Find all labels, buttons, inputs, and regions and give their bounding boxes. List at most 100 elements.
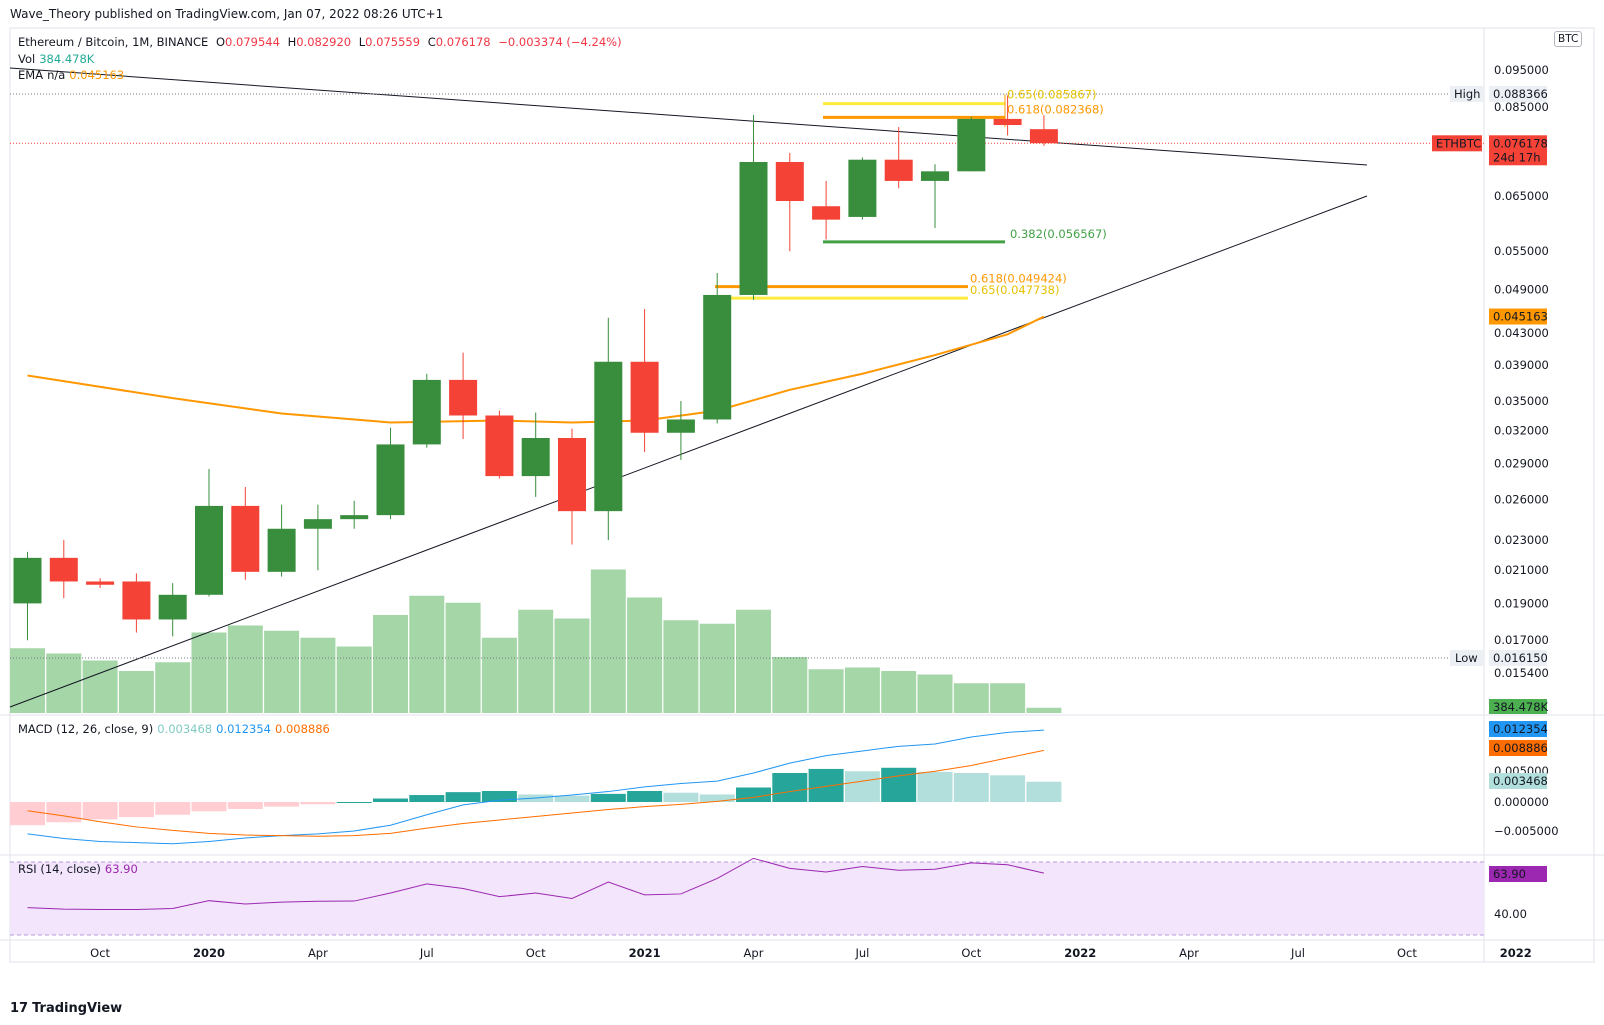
macd-histogram-bar [227, 802, 263, 809]
ema-legend: EMA n/a 0.045163 [18, 68, 128, 82]
candle-up[interactable] [303, 519, 332, 529]
candle-down[interactable] [485, 415, 514, 477]
volume-bar [118, 671, 154, 713]
rsi-axis-tick: 40.00 [1494, 907, 1527, 921]
price-axis-tick: 0.019000 [1494, 596, 1549, 610]
macd-histogram-bar [300, 802, 336, 805]
macd-line-value: 0.012354 [216, 722, 271, 736]
macd-histogram-bar [118, 802, 154, 818]
high-label: H [287, 35, 297, 49]
candle-up[interactable] [376, 444, 405, 516]
candle-down[interactable] [1029, 129, 1058, 144]
upper-trendline[interactable] [9, 67, 1368, 166]
time-axis-tick: Apr [1179, 946, 1199, 960]
currency-button[interactable]: BTC [1554, 31, 1583, 47]
candle-up[interactable] [594, 361, 623, 512]
ema-label: EMA [18, 68, 44, 82]
volume-bar [590, 569, 626, 713]
volume-tag-box [1489, 699, 1547, 714]
volume-bar [772, 657, 808, 713]
candle-down[interactable] [775, 161, 804, 202]
candle-up[interactable] [340, 515, 369, 520]
volume-bar [953, 683, 989, 713]
candle-up[interactable] [521, 438, 550, 477]
close-value: 0.076178 [435, 35, 491, 49]
candle-up[interactable] [195, 505, 223, 595]
low-value: 0.016150 [1493, 651, 1548, 665]
candle-down[interactable] [449, 379, 478, 416]
candle-up[interactable] [703, 294, 732, 420]
time-axis-tick: Apr [308, 946, 328, 960]
signal-tag-value: 0.008886 [1493, 741, 1548, 755]
rsi-line [27, 857, 1045, 910]
volume-bar [10, 648, 45, 713]
ema-param: n/a [47, 68, 66, 82]
candle-down[interactable] [122, 581, 151, 620]
volume-bar [881, 671, 917, 713]
candle-down[interactable] [884, 159, 913, 181]
candle-up[interactable] [957, 118, 986, 172]
macd-histogram-bar [373, 798, 408, 802]
volume-bar [155, 662, 191, 713]
candle-down[interactable] [49, 557, 78, 582]
macd-hist-value: 0.003468 [157, 722, 213, 736]
macd-histogram-bar [82, 802, 118, 820]
open-value: 0.079544 [225, 35, 280, 49]
macd-label: MACD (12, 26, close, 9) [18, 722, 154, 736]
volume-tag-value: 384.478K [1493, 700, 1549, 714]
low-label: L [358, 35, 366, 49]
candle-down[interactable] [231, 505, 260, 572]
time-axis-tick: Jul [419, 946, 434, 960]
macd-histogram-bar [264, 802, 300, 807]
price-axis-tick: 0.095000 [1494, 63, 1549, 77]
candle-up[interactable] [848, 159, 877, 217]
volume-bar [1026, 707, 1062, 713]
volume-bar [699, 623, 735, 713]
candle-up[interactable] [921, 171, 949, 181]
macd-histogram-bar [881, 767, 917, 802]
brand-logo: 17 TradingView [10, 1001, 122, 1016]
volume-bar [627, 597, 663, 713]
close-label: C [427, 35, 436, 49]
fib-level-label: 0.618(0.082368) [1007, 102, 1104, 116]
volume-bar [82, 660, 118, 713]
macd-histogram-bar [1026, 781, 1062, 802]
candle-down[interactable] [86, 581, 115, 585]
candle-up[interactable] [158, 594, 187, 620]
candle-down[interactable] [993, 118, 1022, 126]
candle-up[interactable] [739, 161, 768, 295]
time-axis-tick: 2020 [193, 946, 225, 960]
time-axis-tick: Oct [1397, 946, 1417, 960]
volume-value: 384.478K [39, 52, 95, 66]
macd-legend: MACD (12, 26, close, 9) 0.003468 0.012354 0… [18, 722, 334, 736]
signal-tag-box [1489, 740, 1547, 756]
signal-line [27, 749, 1045, 837]
time-axis-tick: Jul [1290, 946, 1305, 960]
volume-label: Vol [18, 52, 36, 66]
macd-line [27, 729, 1044, 845]
time-axis-tick: 2022 [1500, 946, 1532, 960]
high-value: 0.088366 [1493, 87, 1548, 101]
candle-up[interactable] [13, 557, 42, 604]
macd-histogram-bar [445, 792, 481, 802]
price-axis-tick: 0.021000 [1494, 563, 1549, 577]
price-axis-tick: 0.043000 [1494, 326, 1549, 340]
volume-bar [264, 630, 300, 713]
price-axis-tick: 0.065000 [1494, 189, 1549, 203]
last-symbol-label: ETHBTC [1436, 136, 1481, 150]
candle-up[interactable] [267, 528, 296, 572]
candle-down[interactable] [630, 361, 659, 433]
fib-level-label: 0.65(0.047738) [970, 283, 1059, 297]
macd-histogram-bar [917, 771, 953, 802]
brand-name: TradingView [32, 1001, 123, 1016]
volume-bar [227, 625, 263, 713]
macd-histogram-bar [699, 794, 735, 802]
candle-down[interactable] [812, 206, 841, 220]
candle-up[interactable] [666, 419, 695, 433]
candle-up[interactable] [412, 379, 441, 445]
fib-level-label: 0.618(0.049424) [970, 272, 1067, 286]
candle-down[interactable] [558, 438, 586, 512]
lower-trendline[interactable] [9, 195, 1368, 708]
macd-axis-tick: 0.000000 [1494, 795, 1549, 809]
